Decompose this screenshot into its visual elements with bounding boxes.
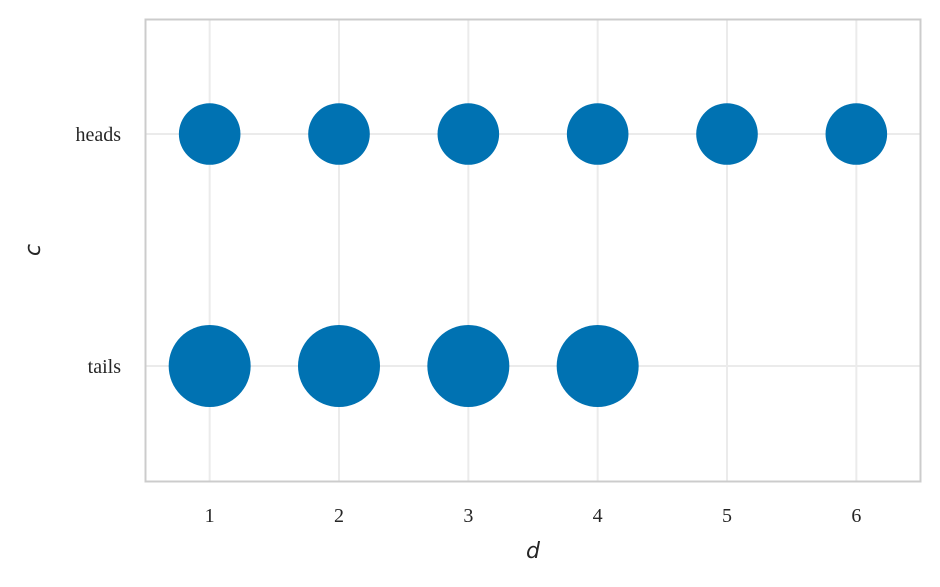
x-tick-label: 6 bbox=[851, 505, 861, 527]
data-point bbox=[168, 325, 251, 407]
data-point bbox=[298, 325, 380, 407]
x-tick-label: 4 bbox=[593, 505, 603, 527]
data-point bbox=[825, 103, 888, 165]
x-axis-label: d bbox=[526, 539, 541, 564]
x-tick-label: 2 bbox=[334, 505, 344, 527]
data-point bbox=[308, 103, 370, 165]
y-axis-label: c bbox=[21, 244, 46, 256]
y-tick-label: heads bbox=[75, 124, 121, 146]
grid bbox=[145, 19, 921, 482]
data-point bbox=[178, 103, 241, 165]
data-point bbox=[427, 325, 510, 407]
data-point bbox=[556, 325, 639, 407]
x-tick-label: 1 bbox=[205, 505, 215, 527]
points bbox=[168, 103, 888, 407]
data-point bbox=[696, 103, 758, 165]
data-point bbox=[437, 103, 500, 165]
y-tick-label: tails bbox=[88, 356, 122, 378]
plot-frame bbox=[144, 18, 922, 483]
tick-labels: 1 2 3 4 5 6 heads tails bbox=[75, 124, 861, 527]
x-tick-label: 3 bbox=[463, 505, 473, 527]
data-point bbox=[566, 103, 629, 165]
x-tick-label: 5 bbox=[722, 505, 732, 527]
